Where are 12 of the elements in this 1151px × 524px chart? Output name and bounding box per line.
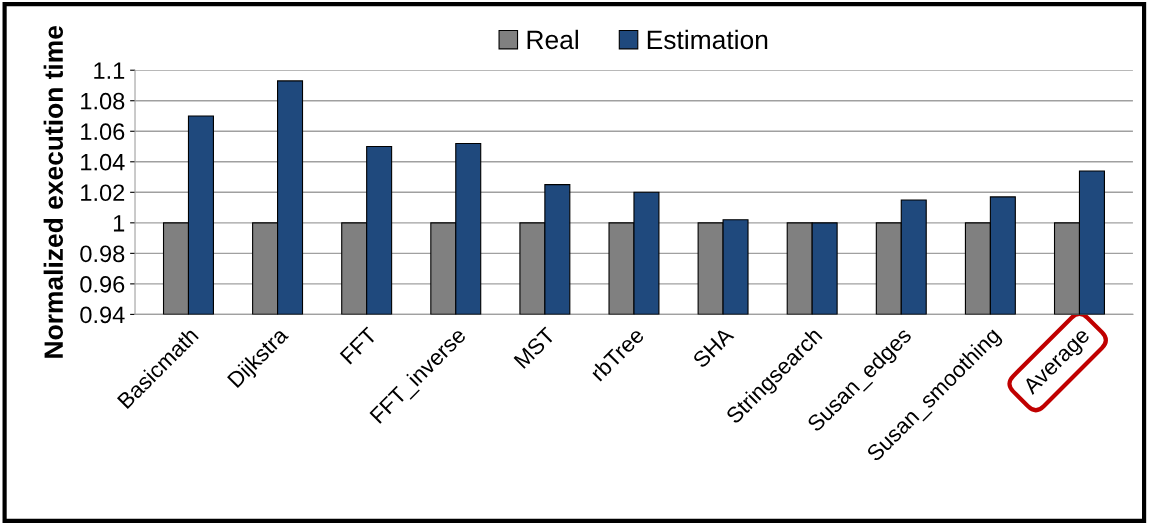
- y-tick-label: 1.02: [81, 184, 125, 202]
- y-axis-title: Normalized execution time: [43, 26, 64, 358]
- legend-label: Estimation: [647, 29, 768, 50]
- y-tick-label: 0.96: [80, 275, 125, 293]
- y-tick-label: 0.94: [80, 306, 125, 324]
- y-tick-label: 1.08: [81, 92, 125, 110]
- y-tick-label: 1.1: [94, 62, 125, 79]
- y-tick-label: 1.04: [81, 153, 125, 171]
- y-tick-label: 0.98: [80, 245, 125, 263]
- legend-label: Real: [527, 29, 578, 50]
- y-tick-label: 1.06: [81, 123, 125, 141]
- y-tick-label: 1: [113, 215, 125, 232]
